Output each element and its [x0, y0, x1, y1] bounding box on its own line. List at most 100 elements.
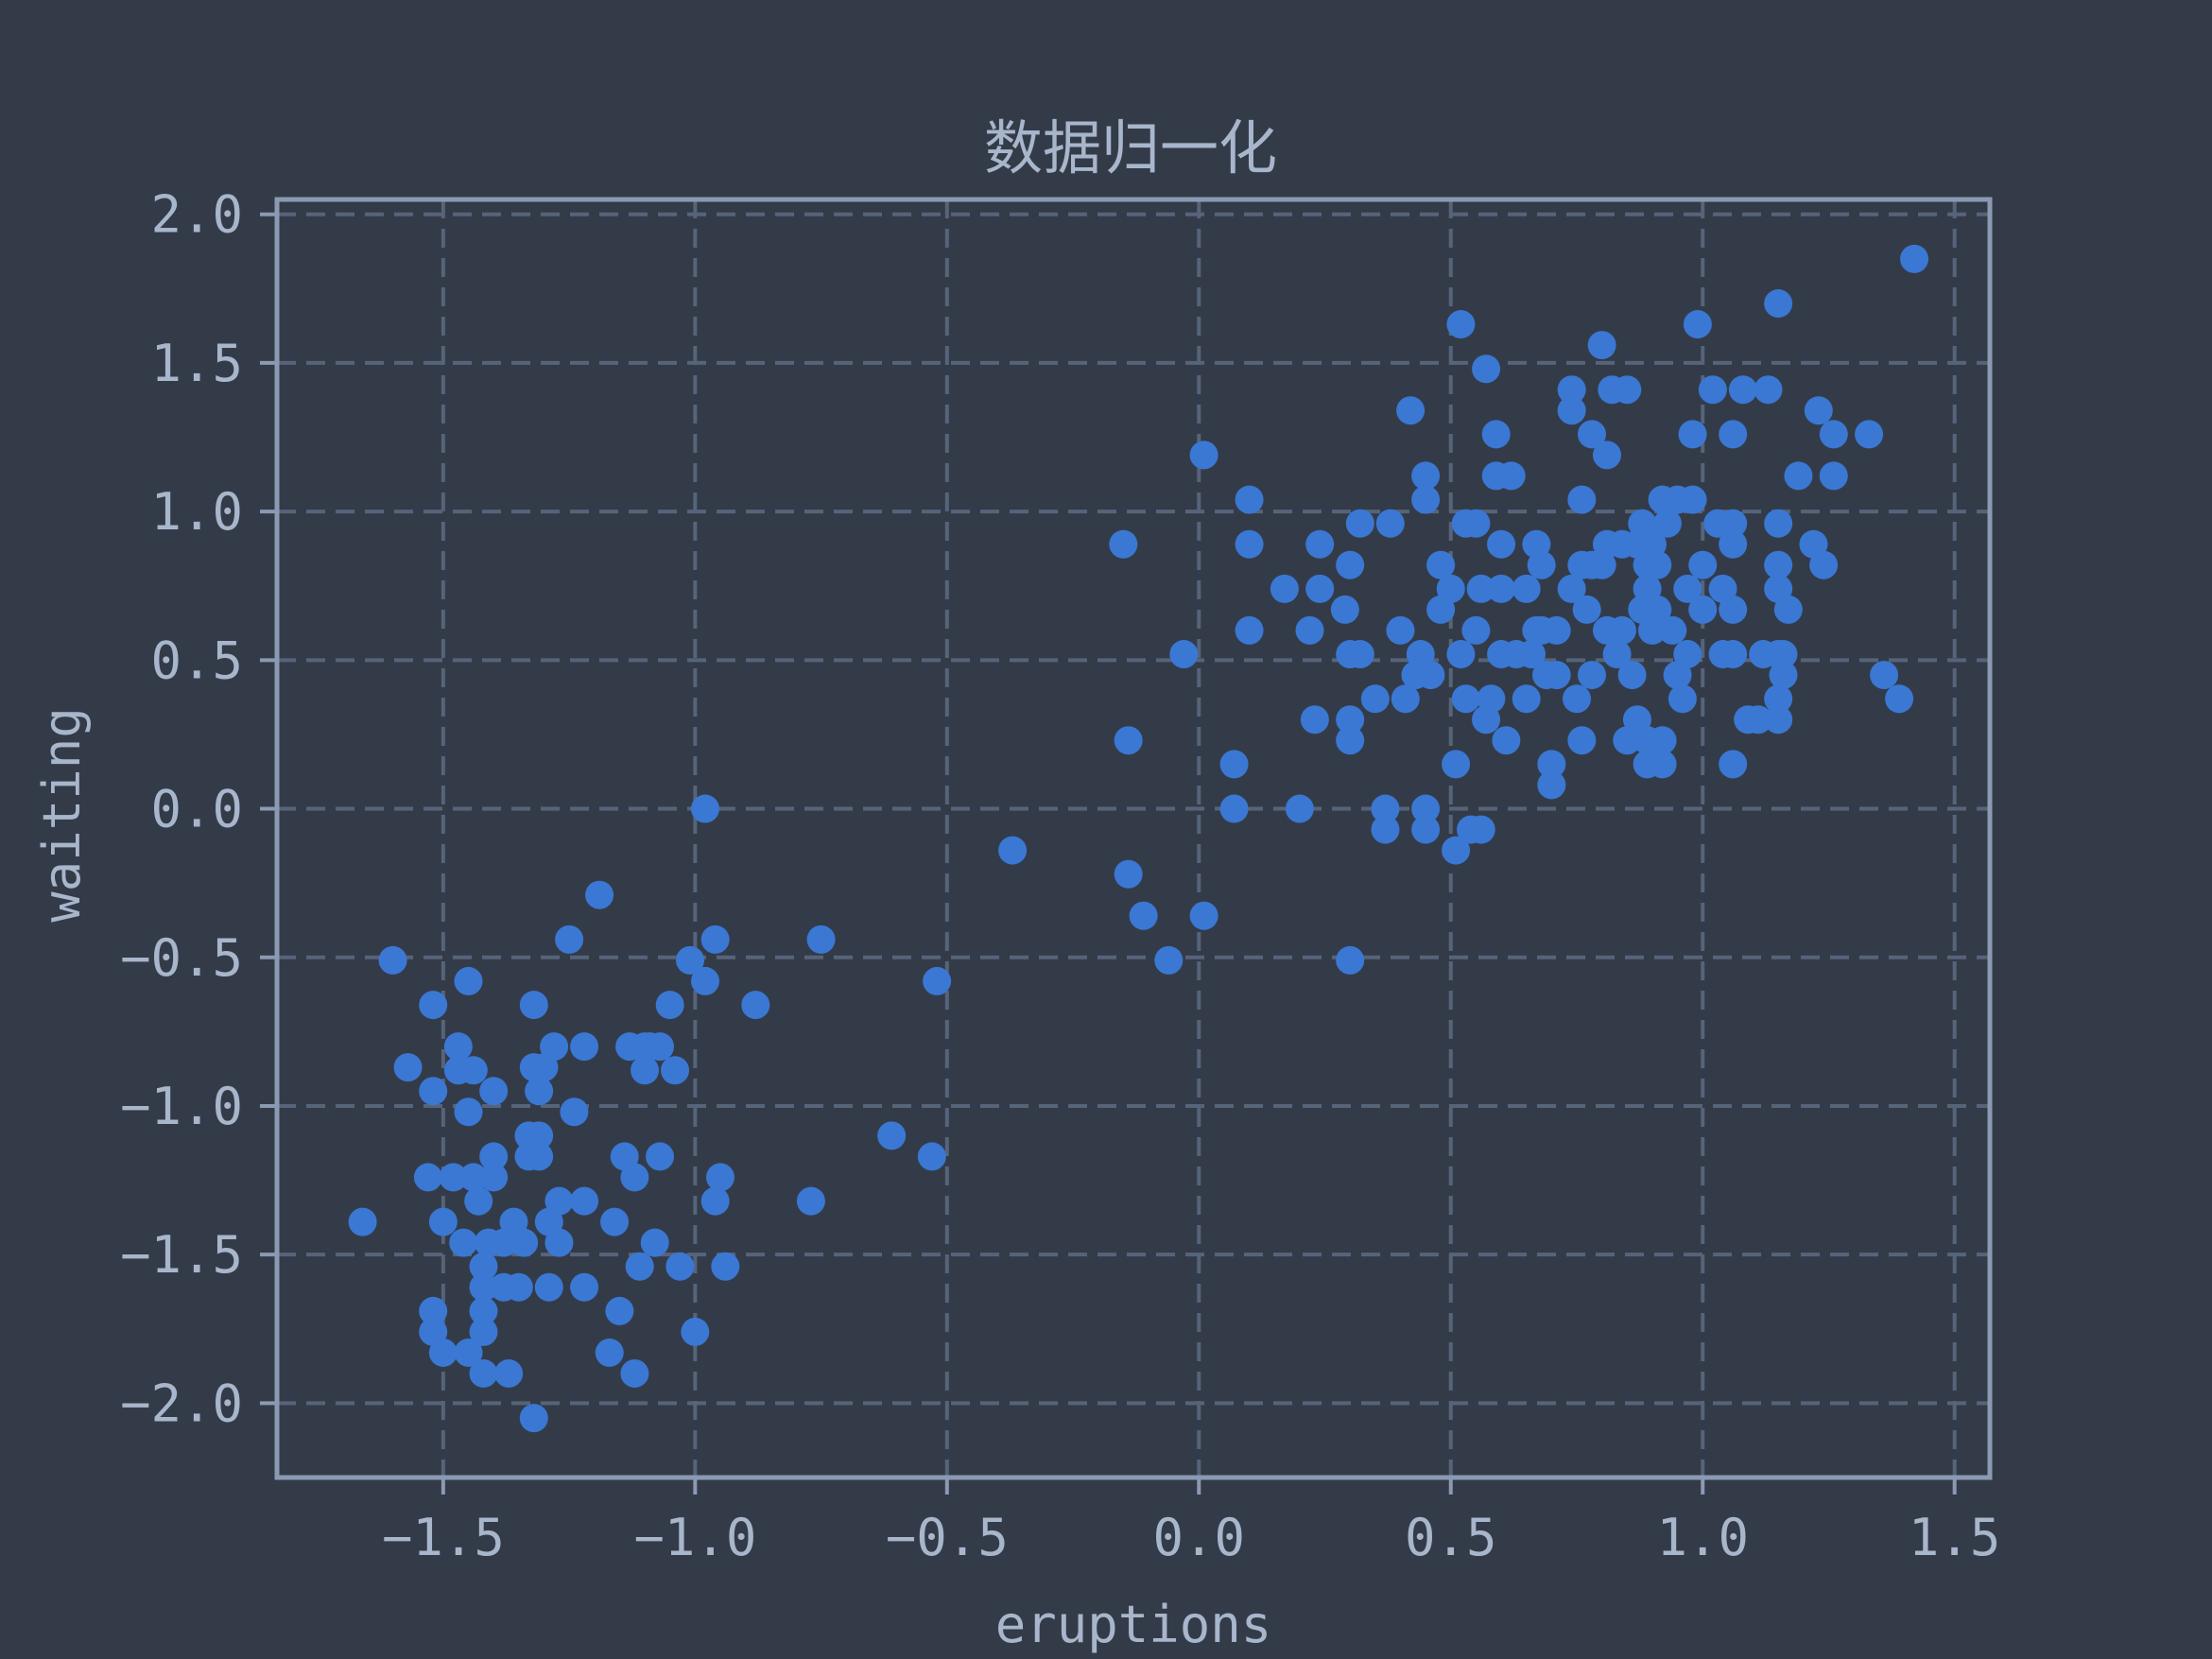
data-point — [570, 1032, 599, 1062]
data-point — [479, 1142, 509, 1171]
data-point — [1411, 461, 1441, 491]
data-point — [877, 1121, 907, 1150]
data-point — [1719, 529, 1748, 559]
data-point — [1688, 550, 1718, 579]
data-point — [998, 836, 1028, 865]
data-point — [479, 1163, 509, 1192]
data-point — [1386, 615, 1415, 645]
data-point — [1557, 396, 1586, 425]
data-point — [570, 1186, 599, 1216]
y-tick-label: 0.0 — [150, 780, 243, 839]
data-point — [1114, 726, 1143, 755]
data-point — [605, 1296, 634, 1325]
data-point — [625, 1252, 654, 1281]
data-point — [570, 1272, 599, 1302]
data-point — [1542, 661, 1571, 690]
data-point — [378, 945, 407, 975]
data-point — [525, 1077, 554, 1106]
data-point — [1336, 705, 1365, 734]
data-point — [1900, 244, 1929, 273]
data-point — [1466, 574, 1495, 603]
data-point — [1154, 945, 1184, 975]
data-point — [413, 1163, 442, 1192]
data-point — [1461, 615, 1491, 645]
data-point — [1285, 794, 1314, 823]
data-point — [1477, 684, 1506, 714]
x-tick-label: 0.0 — [1153, 1508, 1246, 1567]
data-point — [454, 966, 483, 995]
data-point — [469, 1358, 498, 1388]
x-axis-label: eruptions — [995, 1595, 1272, 1654]
data-point — [1592, 441, 1621, 470]
data-point — [1577, 420, 1606, 449]
data-point — [1577, 661, 1606, 690]
data-point — [428, 1207, 458, 1236]
data-point — [1668, 684, 1697, 714]
data-point — [1643, 550, 1672, 579]
data-point — [443, 1032, 473, 1062]
data-point — [1391, 684, 1420, 714]
data-point — [1336, 945, 1365, 975]
data-points — [348, 244, 1929, 1433]
data-point — [1719, 640, 1748, 669]
data-point — [1688, 595, 1718, 624]
data-point — [1819, 420, 1848, 449]
data-point — [700, 925, 730, 954]
chart-title: 数据归一化 — [984, 113, 1277, 182]
data-point — [1607, 615, 1636, 645]
data-point — [676, 945, 705, 975]
data-point — [705, 1163, 734, 1192]
data-point — [1295, 615, 1324, 645]
y-tick-label: −1.5 — [120, 1225, 243, 1285]
data-point — [1698, 375, 1727, 405]
data-point — [1652, 509, 1682, 538]
data-point — [464, 1186, 493, 1216]
y-tick-label: 1.5 — [150, 334, 243, 393]
data-point — [631, 1056, 660, 1085]
data-point — [1678, 485, 1707, 514]
data-point — [534, 1272, 563, 1302]
data-point — [1109, 529, 1138, 559]
data-point — [585, 880, 614, 909]
data-point — [560, 1097, 589, 1127]
data-point — [1416, 661, 1445, 690]
data-point — [1764, 684, 1793, 714]
data-point — [1728, 375, 1757, 405]
data-point — [1804, 396, 1833, 425]
data-point — [655, 991, 684, 1020]
data-point — [741, 991, 770, 1020]
data-point — [525, 1121, 554, 1150]
data-point — [469, 1296, 498, 1325]
data-point — [1446, 640, 1476, 669]
x-tick-label: −1.0 — [633, 1508, 756, 1567]
data-point — [393, 1053, 423, 1082]
data-point — [1643, 595, 1672, 624]
data-point — [1678, 420, 1707, 449]
data-point — [1426, 550, 1456, 579]
data-point — [691, 794, 719, 823]
y-tick-label: −2.0 — [120, 1374, 243, 1433]
data-point — [469, 1252, 498, 1281]
data-point — [510, 1228, 539, 1257]
data-point — [1562, 684, 1591, 714]
data-point — [806, 925, 836, 954]
data-point — [1189, 901, 1218, 930]
data-point — [1436, 574, 1465, 603]
data-point — [1235, 485, 1264, 514]
data-point — [1648, 726, 1677, 755]
x-tick-label: −1.5 — [382, 1508, 505, 1567]
data-point — [1270, 574, 1299, 603]
data-point — [494, 1358, 524, 1388]
data-point — [544, 1228, 574, 1257]
data-point — [419, 1077, 448, 1106]
data-point — [428, 1338, 458, 1367]
data-point — [348, 1207, 377, 1236]
data-point — [1300, 705, 1329, 734]
data-point — [1537, 770, 1566, 800]
data-point — [1769, 640, 1798, 669]
y-tick-label: 1.0 — [150, 482, 243, 542]
data-point — [1375, 509, 1405, 538]
data-point — [1613, 375, 1642, 405]
data-point — [1411, 815, 1441, 844]
